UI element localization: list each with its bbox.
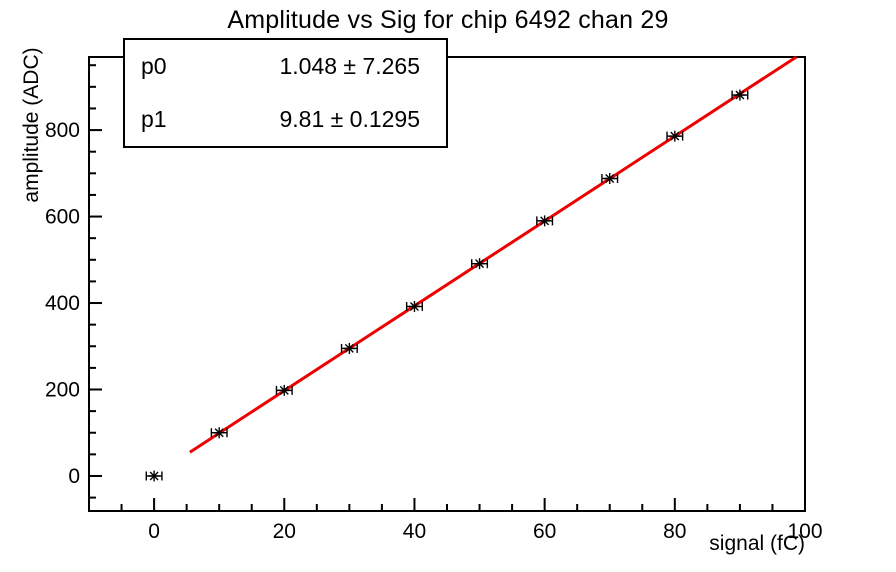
x-tick-label: 20 — [273, 520, 296, 543]
x-tick-label: 100 — [787, 520, 822, 543]
x-tick-label: 80 — [663, 520, 686, 543]
marker-ray-d2 — [409, 301, 419, 311]
y-axis-title: amplitude (ADC) — [20, 47, 43, 202]
stats-p1-label: p1 — [141, 106, 167, 132]
y-tick-label: 600 — [45, 206, 80, 229]
y-tick-label: 200 — [45, 379, 80, 402]
y-tick-label: 0 — [68, 465, 80, 488]
plot-title: Amplitude vs Sig for chip 6492 chan 29 — [227, 6, 669, 34]
data-point — [405, 300, 423, 312]
marker-ray-d2 — [670, 131, 680, 141]
marker-ray-d2 — [735, 90, 745, 100]
stats-row-p1: p1 9.81 ± 0.1295 — [125, 106, 446, 133]
marker-ray-d2 — [475, 259, 485, 269]
data-point — [536, 215, 554, 227]
marker-ray-d2 — [605, 174, 615, 183]
fit-stats-box: p0 1.048 ± 7.265 p1 9.81 ± 0.1295 — [123, 38, 448, 148]
data-point — [731, 89, 749, 101]
data-point — [275, 384, 293, 396]
stats-row-p0: p0 1.048 ± 7.265 — [125, 53, 446, 80]
chart-generated-layer: 0 20 40 60 80 100 0 200 400 600 800 — [45, 55, 823, 543]
stats-p1-value: 9.81 ± 0.1295 — [279, 106, 420, 132]
fit-line — [189, 55, 798, 454]
data-point — [666, 130, 684, 142]
data-point — [145, 470, 163, 482]
y-tick-label: 800 — [45, 119, 80, 142]
stats-p0-label: p0 — [141, 53, 167, 79]
x-tick-label: 40 — [403, 520, 426, 543]
marker-ray-d2 — [149, 471, 159, 481]
stats-p0-value: 1.048 ± 7.265 — [279, 53, 420, 79]
x-tick-label: 0 — [148, 520, 160, 543]
data-point — [601, 172, 619, 184]
data-point — [471, 258, 489, 270]
marker-ray-d2 — [279, 385, 289, 395]
marker-ray-d2 — [214, 428, 224, 438]
marker-ray-d2 — [540, 216, 550, 226]
data-point — [340, 342, 358, 354]
x-axis-title: signal (fC) — [709, 532, 805, 555]
marker-ray-d2 — [344, 343, 354, 353]
y-tick-label: 400 — [45, 292, 80, 315]
x-tick-label: 60 — [533, 520, 556, 543]
data-point — [210, 427, 228, 439]
